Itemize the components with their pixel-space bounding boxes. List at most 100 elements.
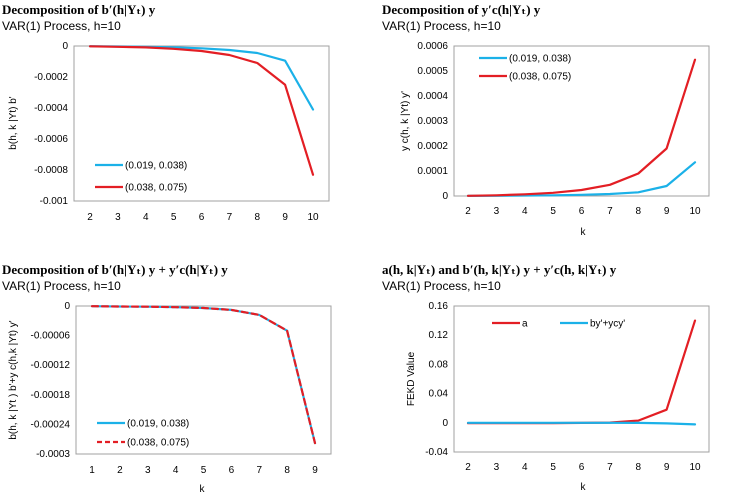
y-tick-label: 0 (62, 41, 68, 52)
x-tick-label: 9 (282, 212, 288, 223)
chart-3: 0 -0.00006 -0.00012 -0.00018 -0.00024 -0.0003… (8, 301, 332, 495)
x-tick-label: 1 (89, 465, 95, 476)
series-line-2 (90, 305, 317, 445)
series-line-2 (466, 58, 697, 197)
x-tick-label: 10 (689, 206, 701, 217)
legend-item-2: (0.038, 0.075) (97, 438, 189, 449)
x-tick-label: 8 (284, 465, 290, 476)
legend-label: (0.038, 0.075) (509, 72, 571, 83)
x-tick-label: 7 (227, 212, 233, 223)
x-tick-label: 10 (689, 462, 701, 473)
x-tick-label: 7 (607, 462, 613, 473)
x-tick-label: 3 (115, 212, 121, 223)
y-tick-label: 0.08 (429, 359, 449, 370)
plot-area-1 (73, 45, 330, 202)
chart-title-4: a(h, k|Yₜ) and b′(h, k|Yₜ) y + y′c(h, k|… (382, 262, 617, 277)
x-tick-label: 4 (173, 465, 179, 476)
plot-area-4 (453, 305, 710, 453)
x-tick-label: 5 (550, 206, 556, 217)
chart-4: 0.16 0.12 0.08 0.04 0 -0.04 2 3 4 5 6 7 8 9 10 a by'+ycy… (406, 301, 710, 493)
x-tick-label: 7 (256, 465, 262, 476)
chart-1: 0 -0.0002 -0.0004 -0.0006 -0.0008 -0.001 2 3 4 5 6… (8, 41, 330, 223)
legend-item-2: (0.038, 0.075) (479, 72, 571, 83)
chart-subtitle-3: VAR(1) Process, h=10 (2, 279, 121, 293)
x-tick-label: 3 (145, 465, 151, 476)
y-axis-label-1: b(h, k |Yt) b' (8, 96, 19, 150)
x-tick-label: 10 (307, 212, 319, 223)
x-tick-label: 5 (550, 462, 556, 473)
x-tick-label: 2 (117, 465, 123, 476)
chart-title-2: Decomposition of y′c(h|Yₜ) y (382, 2, 541, 17)
y-tick-label: 0.0005 (417, 66, 448, 77)
chart-title-1: Decomposition of b′(h|Yₜ) y (2, 2, 156, 17)
y-tick-label: 0 (442, 191, 448, 202)
y-tick-label: -0.00006 (31, 331, 71, 342)
chart-panel-3: Decomposition of b′(h|Yₜ) y + y′c(h|Yₜ) … (2, 262, 352, 498)
y-tick-label: 0.0004 (417, 91, 448, 102)
y-tick-label: 0 (442, 418, 448, 429)
x-tick-label: 5 (201, 465, 207, 476)
x-tick-label: 4 (522, 206, 528, 217)
y-tick-label: -0.0006 (34, 134, 68, 145)
x-tick-label: 2 (465, 462, 471, 473)
x-tick-label: 6 (199, 212, 205, 223)
chart-subtitle-4: VAR(1) Process, h=10 (382, 279, 501, 293)
y-axis-label-3: b(h, k |Yt ) b'+y c(h,k |Yt) y' (8, 320, 19, 439)
y-tick-label: -0.0003 (36, 449, 70, 460)
chart-subtitle-1: VAR(1) Process, h=10 (2, 19, 121, 33)
x-tick-label: 9 (664, 462, 670, 473)
legend-label: (0.038, 0.075) (125, 183, 187, 194)
x-tick-label: 9 (664, 206, 670, 217)
x-tick-label: 2 (87, 212, 93, 223)
legend-label: (0.038, 0.075) (127, 438, 189, 449)
y-tick-label: -0.0004 (34, 103, 68, 114)
y-axis-label-2: y c(h, k |Yt) y' (400, 91, 411, 151)
legend-item-1: (0.019, 0.038) (97, 419, 189, 430)
y-tick-label: 0.12 (429, 330, 449, 341)
y-tick-label: 0.16 (429, 301, 449, 312)
chart-panel-4: a(h, k|Yₜ) and b′(h, k|Yₜ) y + y′c(h, k|… (382, 262, 732, 498)
legend-item-2: (0.038, 0.075) (95, 183, 187, 194)
y-tick-label: 0.0006 (417, 41, 448, 52)
plot-area-3 (75, 305, 332, 455)
legend-label: (0.019, 0.038) (509, 54, 571, 65)
legend-label: by'+ycy' (590, 319, 625, 330)
y-tick-label: -0.00012 (31, 360, 71, 371)
legend-label: a (522, 319, 528, 330)
x-tick-label: 7 (607, 206, 613, 217)
x-tick-label: 6 (579, 462, 585, 473)
chart-panel-2: Decomposition of y′c(h|Yₜ) y VAR(1) Proc… (382, 2, 732, 242)
x-axis-label-4: k (581, 482, 587, 493)
x-tick-label: 8 (635, 206, 641, 217)
y-tick-label: -0.04 (425, 447, 448, 458)
x-tick-label: 3 (494, 462, 500, 473)
y-tick-label: -0.0002 (34, 72, 68, 83)
chart-title-3: Decomposition of b′(h|Yₜ) y + y′c(h|Yₜ) … (2, 262, 228, 277)
y-tick-label: 0.0003 (417, 116, 448, 127)
y-axis-label-4: FEKD Value (406, 351, 417, 406)
y-tick-label: 0.0002 (417, 141, 448, 152)
x-tick-label: 6 (579, 206, 585, 217)
legend-item-1: (0.019, 0.038) (95, 161, 187, 172)
y-tick-label: 0 (64, 301, 70, 312)
x-tick-label: 8 (254, 212, 260, 223)
legend-label: (0.019, 0.038) (125, 161, 187, 172)
chart-panel-1: Decomposition of b′(h|Yₜ) y VAR(1) Proce… (2, 2, 352, 242)
x-tick-label: 5 (171, 212, 177, 223)
y-tick-label: 0.04 (429, 389, 449, 400)
y-tick-label: -0.001 (40, 196, 69, 207)
x-tick-label: 4 (143, 212, 149, 223)
x-axis-label-2: k (581, 227, 587, 238)
x-tick-label: 4 (522, 462, 528, 473)
legend-item-1: a (492, 319, 528, 330)
legend-item-2: by'+ycy' (560, 319, 625, 330)
legend-item-1: (0.019, 0.038) (479, 54, 571, 65)
y-tick-label: 0.0001 (417, 166, 448, 177)
x-tick-label: 2 (465, 206, 471, 217)
x-tick-label: 9 (312, 465, 318, 476)
y-tick-label: -0.0008 (34, 165, 68, 176)
legend-label: (0.019, 0.038) (127, 419, 189, 430)
series-line-2 (466, 421, 697, 426)
x-tick-label: 6 (229, 465, 235, 476)
x-tick-label: 3 (494, 206, 500, 217)
